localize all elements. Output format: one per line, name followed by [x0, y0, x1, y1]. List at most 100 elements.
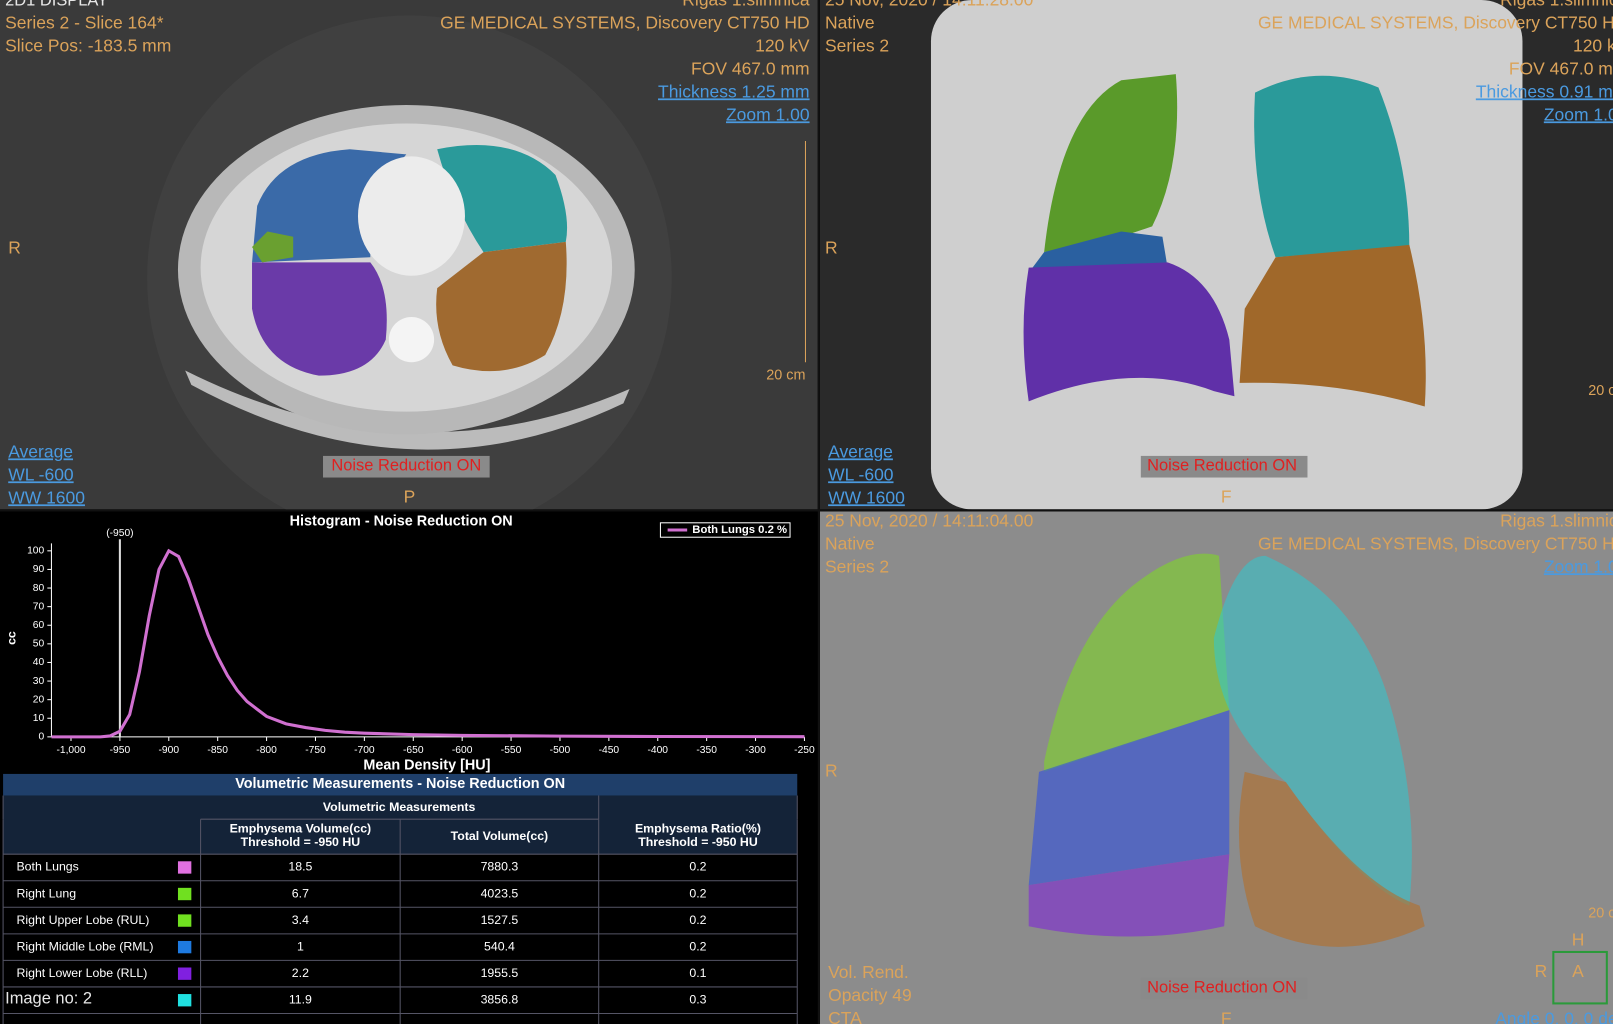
overlay-text: WL -600 [828, 464, 894, 484]
overlay-text: F [1221, 487, 1232, 507]
cell: 11.9 [289, 992, 312, 1006]
cell: 0.2 [689, 913, 706, 927]
lobe [1023, 262, 1235, 402]
row-label: Right Middle Lobe (RML) [16, 939, 153, 953]
y-tick-label: 20 [33, 694, 45, 705]
x-tick-label: -1,000 [56, 745, 85, 756]
overlay-text: 20 cm [1588, 906, 1613, 922]
x-tick-label: -250 [794, 745, 815, 756]
x-tick-label: -750 [305, 745, 326, 756]
banner: Noise Reduction ON [1147, 978, 1297, 996]
cell: 540.4 [484, 939, 515, 953]
overlay-text: Opacity 49 [828, 985, 912, 1005]
heart [357, 156, 465, 276]
overlay-text: Zoom 1.00 [1544, 556, 1613, 576]
cell: 3856.8 [481, 992, 519, 1006]
cell: 1955.5 [481, 966, 519, 980]
axial-view[interactable]: 2D1 DISPLAY Series 2 - Slice 164* Slice Po… [0, 0, 818, 540]
overlay-text: 120 kV [1573, 36, 1613, 56]
row-swatch [177, 994, 192, 1007]
lobe [436, 241, 567, 372]
overlay-text: R [825, 238, 838, 258]
x-tick-label: -900 [159, 745, 180, 756]
y-tick-label: 80 [33, 583, 45, 594]
lobe [252, 231, 294, 263]
volume-view[interactable]: 25 Nov, 2020 / 14:11:04.00 Native Series 2… [819, 510, 1613, 1024]
overlay-text: R [825, 760, 838, 780]
y-tick-label: 30 [33, 676, 45, 687]
overlay-text: Rigas 1.slimnica [682, 0, 810, 10]
lobe [1238, 771, 1425, 947]
y-axis-title: cc [5, 631, 19, 645]
overlay-text: Angle 0, 0, 0 deg [1495, 1009, 1613, 1024]
cell: 0.3 [689, 992, 706, 1006]
overlay-text: Thickness 0.91 mm [1476, 81, 1613, 101]
legend-label: Both Lungs 0.2 % [692, 524, 787, 536]
x-tick-label: -800 [256, 745, 277, 756]
banner: Noise Reduction ON [1147, 457, 1297, 475]
banner-bg [1140, 455, 1308, 478]
overlay-text: Native [825, 13, 875, 33]
overlay-text: Zoom 1.00 [1544, 104, 1613, 124]
overlay-text: GE MEDICAL SYSTEMS, Discovery CT750 HD [1258, 533, 1613, 553]
overlay-text: GE MEDICAL SYSTEMS, Discovery CT750 HD [1258, 13, 1613, 33]
overlay-text: A [1572, 961, 1584, 981]
cell: 0.2 [689, 939, 706, 953]
overlay-text: CTA [828, 1008, 862, 1024]
overlay-text: Average [8, 441, 73, 461]
legend-box [659, 522, 791, 538]
lobe [1239, 244, 1426, 407]
overlay-text: WL -600 [8, 464, 74, 484]
body [930, 0, 1523, 510]
chart-title: Histogram - Noise Reduction ON [290, 514, 513, 530]
coronal-view[interactable]: 25 Nov, 2020 / 14:11:28.00 Native Series 2… [819, 0, 1613, 510]
overlay-text: Slice Pos: -183.5 mm [5, 36, 171, 56]
row-swatch [177, 967, 192, 980]
threshold-label: (-950) [106, 528, 133, 539]
cell: 0.1 [689, 966, 706, 980]
lobe [252, 262, 387, 376]
overlay-text: FOV 467.0 mm [1509, 59, 1613, 79]
y-tick-label: 90 [33, 564, 45, 575]
overlay-text: Series 2 [825, 556, 889, 576]
row-swatch [177, 914, 192, 927]
overlay-text: Zoom 1.00 [726, 104, 810, 124]
cell: 2.2 [292, 966, 309, 980]
lobe [1028, 710, 1230, 886]
row-swatch [177, 887, 192, 901]
y-tick-label: 50 [33, 639, 45, 650]
table [185, 370, 630, 450]
cell: 7880.3 [481, 860, 519, 874]
cell: 18.5 [288, 860, 312, 874]
overlay-text: F [1221, 1009, 1232, 1024]
cell: 4023.5 [481, 886, 519, 900]
overlay-text: P [404, 487, 416, 507]
overlay-text: Native [825, 533, 875, 553]
overlay-text: H [1572, 929, 1585, 949]
overlay-text: FOV 467.0 mm [691, 59, 810, 79]
y-tick-label: 60 [33, 620, 45, 631]
overlay-text: Rigas 1.slimnica [1500, 0, 1613, 10]
banner-bg [1140, 977, 1308, 1000]
column-header: Total Volume(cc) [451, 829, 548, 843]
overlay-text: Rigas 1.slimnica [1500, 510, 1613, 530]
x-tick-label: -600 [452, 745, 473, 756]
table-title-bg [3, 773, 798, 796]
x-tick-label: -300 [745, 745, 766, 756]
analysis-panel [0, 511, 818, 1024]
lobe [437, 145, 568, 253]
x-tick-label: -350 [696, 745, 717, 756]
cell: 0.2 [689, 860, 706, 874]
overlay-text: WW 1600 [8, 487, 85, 507]
y-tick-label: 0 [39, 732, 45, 743]
x-tick-label: -700 [354, 745, 375, 756]
x-tick-label: -450 [599, 745, 620, 756]
cell: 1527.5 [481, 913, 519, 927]
column-note: Threshold = -950 HU [638, 835, 758, 849]
overlay-text: Series 2 - Slice 164* [5, 13, 164, 33]
x-axis-title: Mean Density [HU] [363, 757, 490, 773]
measurement-table: Volumetric Measurements - Noise Reductio… [2, 773, 798, 1024]
cell: 3.4 [292, 913, 309, 927]
lobe [1213, 555, 1412, 906]
